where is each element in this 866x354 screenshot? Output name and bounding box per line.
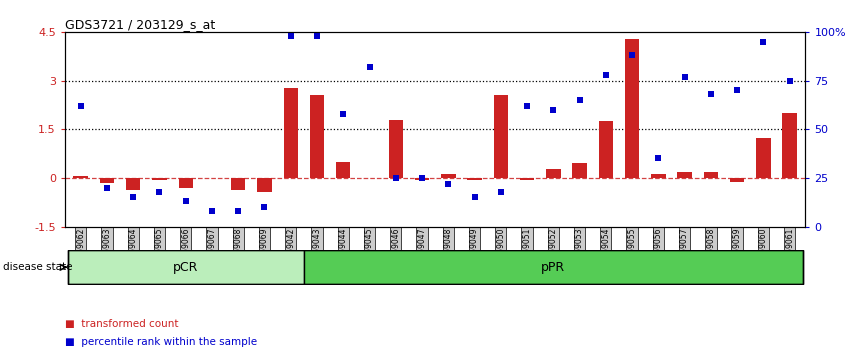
Point [442, 181, 456, 187]
Point [178, 198, 192, 204]
Bar [546, 169, 560, 178]
Text: ■  transformed count: ■ transformed count [65, 319, 178, 329]
Point [257, 204, 271, 210]
Bar [310, 95, 324, 178]
Bar [68, 250, 304, 284]
Text: pCR: pCR [173, 261, 198, 274]
Point [389, 175, 403, 181]
Point [730, 87, 744, 93]
Bar [468, 178, 481, 179]
Point [494, 189, 507, 194]
Bar [625, 39, 639, 178]
Bar [283, 88, 298, 178]
Bar [651, 174, 666, 178]
Bar [730, 178, 745, 182]
Bar [389, 120, 403, 178]
Bar [572, 163, 587, 178]
Point [572, 97, 586, 103]
Point [310, 33, 324, 39]
Point [74, 103, 87, 109]
Bar [231, 178, 245, 190]
Point [678, 74, 692, 80]
Bar [441, 174, 456, 178]
Bar [74, 176, 88, 178]
Bar [756, 138, 771, 178]
Bar [152, 178, 166, 181]
Bar [415, 178, 430, 181]
Bar [336, 162, 351, 178]
Text: GDS3721 / 203129_s_at: GDS3721 / 203129_s_at [65, 18, 215, 31]
Bar [304, 250, 803, 284]
Point [231, 208, 245, 214]
Bar [257, 178, 272, 193]
Point [756, 39, 770, 45]
Text: disease state: disease state [3, 262, 72, 272]
Bar [704, 172, 718, 178]
Bar [677, 172, 692, 178]
Text: pPR: pPR [541, 261, 565, 274]
Bar [178, 178, 193, 188]
Point [126, 195, 140, 200]
Bar [100, 178, 114, 183]
Point [100, 185, 114, 190]
Point [415, 175, 429, 181]
Bar [126, 178, 140, 190]
Point [363, 64, 377, 70]
Point [284, 33, 298, 39]
Bar [782, 113, 797, 178]
Point [520, 103, 534, 109]
Point [205, 208, 219, 214]
Point [704, 91, 718, 97]
Point [625, 52, 639, 58]
Text: ■  percentile rank within the sample: ■ percentile rank within the sample [65, 337, 257, 347]
Point [599, 72, 613, 78]
Point [152, 189, 166, 194]
Point [546, 107, 560, 113]
Bar [598, 121, 613, 178]
Bar [494, 95, 508, 178]
Point [783, 78, 797, 83]
Point [468, 195, 481, 200]
Point [336, 111, 350, 116]
Bar [520, 178, 534, 179]
Point [651, 156, 665, 161]
